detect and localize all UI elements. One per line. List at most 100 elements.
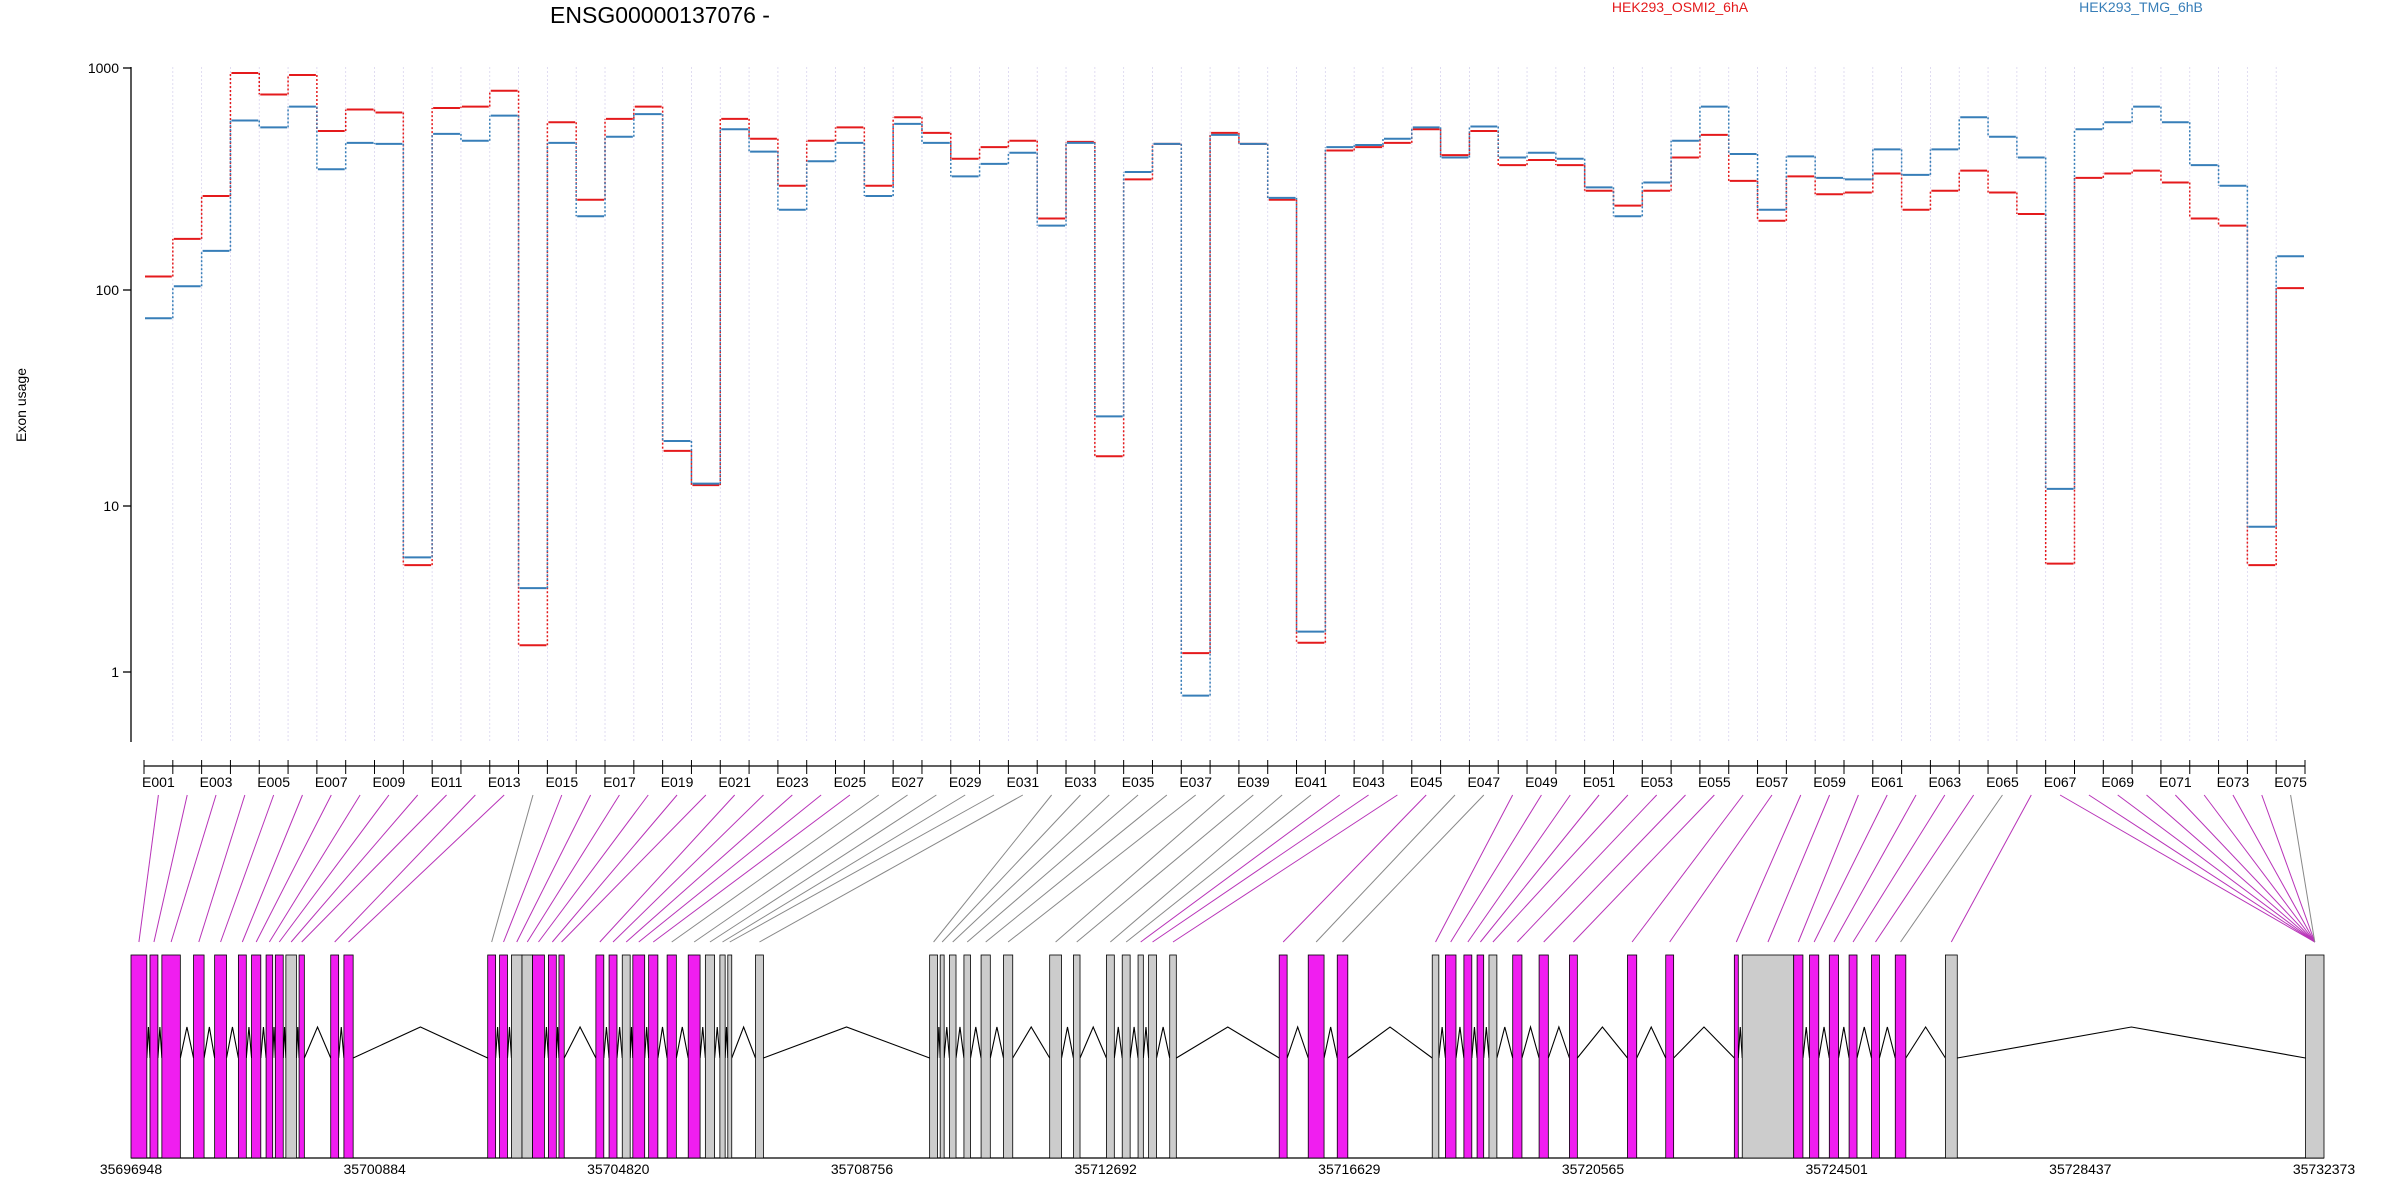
exon-connector bbox=[985, 794, 1168, 943]
x-tick-label: E063 bbox=[1928, 774, 1961, 790]
gene-model bbox=[130, 954, 2325, 1159]
exon-connector bbox=[1492, 794, 1629, 943]
x-tick-label: E041 bbox=[1295, 774, 1328, 790]
y-tick-label: 10 bbox=[103, 498, 119, 514]
coordinate-label: 35724501 bbox=[1806, 1161, 1869, 1177]
exon-box bbox=[161, 954, 181, 1159]
exon-box bbox=[532, 954, 545, 1159]
exon-box bbox=[1431, 954, 1440, 1159]
x-tick-label: E055 bbox=[1698, 774, 1731, 790]
exon-box bbox=[755, 954, 764, 1159]
exon-box bbox=[1488, 954, 1498, 1159]
exon-connector bbox=[538, 794, 649, 943]
exon-box bbox=[1538, 954, 1549, 1159]
exon-connector bbox=[612, 794, 764, 943]
exon-box bbox=[719, 954, 726, 1159]
x-tick-label: E045 bbox=[1410, 774, 1443, 790]
coordinate-label: 35696948 bbox=[100, 1161, 163, 1177]
intron-line bbox=[245, 1026, 253, 1059]
x-tick-label: E039 bbox=[1237, 774, 1270, 790]
intron-line bbox=[203, 1026, 216, 1059]
exon-box bbox=[980, 954, 991, 1159]
intron-line bbox=[1838, 1026, 1850, 1059]
x-tick-label: E061 bbox=[1871, 774, 1904, 790]
exon-connector bbox=[1516, 794, 1658, 943]
exon-box bbox=[1894, 954, 1907, 1159]
exon-box bbox=[1137, 954, 1144, 1159]
y-tick-label: 1000 bbox=[88, 60, 119, 76]
intron-line bbox=[1737, 1026, 1743, 1059]
exon-box bbox=[1828, 954, 1839, 1159]
exon-connector bbox=[348, 794, 505, 943]
exon-connector bbox=[2146, 794, 2316, 943]
x-tick-label: E021 bbox=[718, 774, 751, 790]
exon-connector bbox=[334, 794, 476, 943]
exon-connector bbox=[1573, 794, 1715, 943]
x-tick-label: E023 bbox=[776, 774, 809, 790]
x-tick-label: E057 bbox=[1756, 774, 1789, 790]
intron-line bbox=[563, 1025, 597, 1059]
exon-connector bbox=[729, 794, 995, 943]
x-tick-label: E069 bbox=[2101, 774, 2134, 790]
exon-connector bbox=[503, 794, 563, 943]
x-tick-label: E059 bbox=[1813, 774, 1846, 790]
exon-connector bbox=[2290, 794, 2316, 943]
x-tick-label: E073 bbox=[2217, 774, 2250, 790]
coordinate-label: 35700884 bbox=[344, 1161, 407, 1177]
intron-line bbox=[1878, 1026, 1896, 1059]
exon-connector bbox=[1767, 794, 1831, 943]
x-tick-label: E017 bbox=[603, 774, 636, 790]
intron-line bbox=[936, 1026, 941, 1059]
intron-line bbox=[1576, 1026, 1628, 1059]
intron-line bbox=[1483, 1026, 1490, 1059]
exon-connector bbox=[526, 794, 620, 943]
exon-connector bbox=[952, 794, 1110, 943]
exon-grid-lines bbox=[172, 67, 2277, 742]
x-tick-label: E029 bbox=[949, 774, 982, 790]
x-tick-label: E075 bbox=[2274, 774, 2307, 790]
intron-line bbox=[303, 1025, 332, 1059]
exon-connector bbox=[1467, 794, 1571, 943]
intron-line bbox=[1455, 1026, 1465, 1059]
intron-line bbox=[495, 1026, 501, 1059]
exon-box bbox=[1848, 954, 1858, 1159]
intron-line bbox=[699, 1026, 706, 1059]
exon-connector bbox=[599, 794, 736, 943]
exon-connector bbox=[290, 794, 419, 943]
intron-line bbox=[1802, 1026, 1811, 1059]
exon-box bbox=[939, 954, 945, 1159]
exon-box bbox=[1463, 954, 1473, 1159]
exon-box bbox=[1944, 954, 1958, 1159]
intron-line bbox=[1286, 1025, 1309, 1059]
series-2-line bbox=[145, 105, 2304, 697]
intron-line bbox=[338, 1026, 345, 1059]
exon-connector bbox=[1125, 794, 1312, 943]
exon-connector bbox=[2203, 794, 2316, 943]
intron-line bbox=[506, 1026, 512, 1059]
exon-connector bbox=[551, 794, 678, 943]
intron-line bbox=[1636, 1025, 1667, 1059]
intron-line bbox=[225, 1026, 239, 1059]
y-axis-label: Exon usage bbox=[13, 368, 29, 442]
exon-connector bbox=[516, 794, 592, 943]
x-tick-label: E031 bbox=[1006, 774, 1039, 790]
x-tick-label: E049 bbox=[1525, 774, 1558, 790]
exon-box bbox=[1569, 954, 1578, 1159]
exon-connector bbox=[1852, 794, 1946, 943]
exon-connector bbox=[625, 794, 793, 943]
intron-line bbox=[260, 1026, 267, 1059]
coordinate-label: 35708756 bbox=[831, 1161, 894, 1177]
coordinate-label: 35732373 bbox=[2293, 1161, 2356, 1177]
exon-box bbox=[1476, 954, 1485, 1159]
exon-connector bbox=[1833, 794, 1917, 943]
exon-connector bbox=[1950, 794, 2032, 943]
exon-box bbox=[1741, 954, 1795, 1159]
exon-box bbox=[1665, 954, 1675, 1159]
exon-connector bbox=[255, 794, 332, 943]
genome-coordinate-labels: 35696948 35700884 35704820 35708756 35712692… bbox=[100, 1161, 2356, 1177]
exon-box bbox=[1049, 954, 1062, 1159]
exon-box bbox=[1003, 954, 1014, 1159]
exon-connector bbox=[1342, 794, 1485, 943]
exon-connector bbox=[1797, 794, 1859, 943]
exon-box bbox=[727, 954, 733, 1159]
